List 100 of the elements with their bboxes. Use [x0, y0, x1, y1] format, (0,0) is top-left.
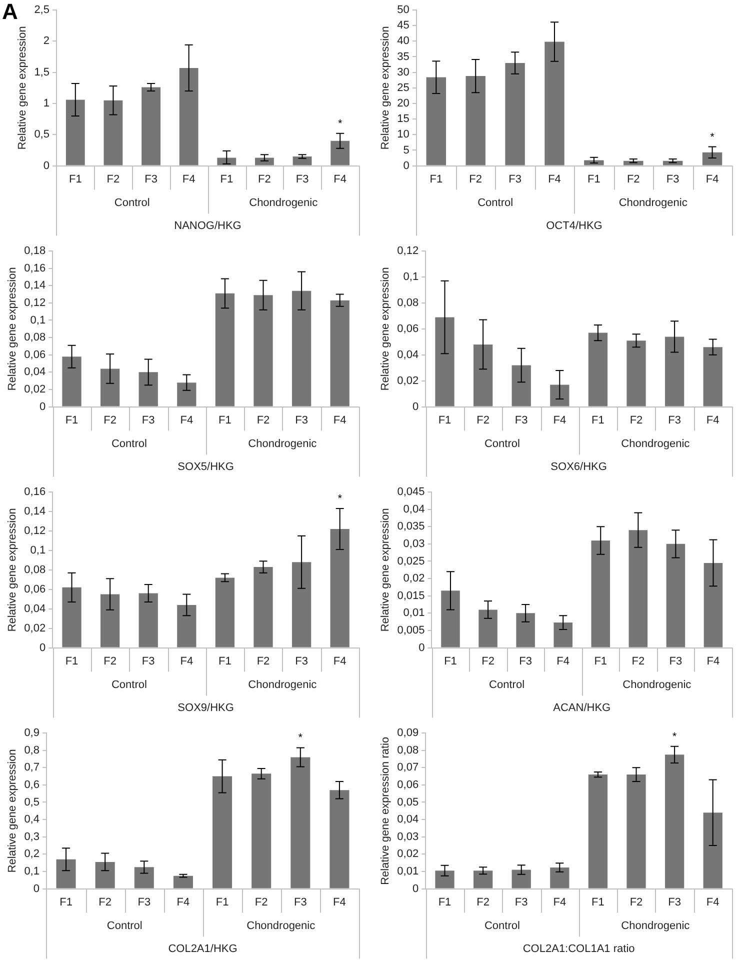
x-axis-title: SOX6/HKG [550, 460, 607, 473]
x-tick-label: F2 [256, 414, 270, 426]
text: Control [114, 196, 150, 209]
y-axis-title: Relative gene expression [380, 508, 392, 632]
bar [626, 340, 646, 406]
x-tick-label: F3 [294, 896, 307, 908]
y-tick-label: 30 [397, 66, 410, 78]
bar [138, 372, 158, 406]
y-tick-label: 2 [43, 35, 50, 48]
bar [550, 384, 570, 406]
x-tick-label: F2 [630, 896, 643, 908]
x-tick-label: F2 [104, 414, 116, 426]
y-tick-label: 25 [397, 82, 410, 94]
bar [435, 870, 454, 888]
y-tick-label: 0,06 [24, 348, 46, 361]
data-label: * [338, 118, 343, 130]
bar [426, 77, 446, 166]
data-label: * [298, 732, 304, 744]
y-tick-label: 1,5 [34, 66, 50, 78]
x-tick-label: F3 [514, 896, 528, 908]
bar [466, 76, 486, 166]
bar [173, 876, 193, 888]
bar [255, 158, 274, 166]
bar [704, 562, 723, 648]
x-tick-label: F2 [106, 173, 120, 186]
x-tick-label: F4 [706, 414, 720, 426]
y-tick-label: 0,005 [397, 624, 425, 637]
y-tick-label: 2,5 [34, 4, 50, 16]
x-tick-label: F4 [556, 655, 570, 668]
x-tick-label: F4 [334, 173, 347, 186]
bar [626, 774, 646, 888]
x-tick-label: F3 [666, 173, 680, 186]
y-tick-label: 0,14 [24, 280, 46, 292]
y-tick-label: 20 [397, 98, 410, 110]
x-tick-label: F4 [182, 173, 196, 186]
bar [100, 594, 120, 648]
bar [330, 300, 350, 406]
bar [215, 293, 235, 406]
x-tick-label: F1 [588, 173, 600, 186]
y-tick-label: 40 [397, 35, 410, 48]
bar [591, 540, 610, 648]
y-axis-title: Relative gene expression [380, 26, 392, 150]
x-tick-label: F4 [706, 173, 719, 186]
y-tick-label: 0,08 [397, 744, 419, 756]
bar [217, 158, 236, 166]
y-tick-label: 0,1 [24, 866, 40, 878]
y-tick-label: 0,02 [24, 384, 46, 396]
text: Control [489, 678, 525, 691]
bar [252, 774, 272, 888]
y-tick-label: 0,035 [397, 520, 425, 533]
x-tick-label: F3 [142, 655, 155, 668]
x-tick-label: F4 [333, 655, 346, 668]
bar [330, 790, 350, 888]
x-tick-label: F3 [668, 414, 681, 426]
x-tick-label: F2 [104, 655, 116, 668]
bar [516, 613, 535, 648]
y-tick-label: 0,04 [24, 602, 46, 615]
x-tick-label: F2 [482, 655, 494, 668]
text: Chondrogenic [621, 438, 690, 450]
text: Chondrogenic [248, 438, 318, 450]
bar [330, 140, 350, 166]
bar [584, 160, 604, 166]
y-tick-label: 0,08 [24, 332, 46, 344]
y-tick-label: 0 [412, 882, 419, 895]
x-tick-label: F2 [630, 414, 643, 426]
y-tick-label: 0,04 [403, 503, 425, 516]
text: A [2, 0, 18, 24]
y-tick-label: 0,08 [397, 296, 419, 309]
bar [703, 347, 722, 406]
y-tick-label: 1 [43, 98, 50, 110]
y-tick-label: 0,025 [397, 555, 425, 568]
y-axis-title: Relative gene expression ratio [380, 736, 392, 885]
y-tick-label: 0,16 [24, 262, 46, 274]
x-tick-label: F3 [142, 414, 155, 426]
y-tick-label: 0,18 [24, 245, 46, 258]
x-tick-label: F1 [220, 173, 234, 186]
x-tick-label: F1 [594, 655, 608, 668]
bar [215, 578, 235, 648]
y-tick-label: 0,14 [24, 506, 46, 518]
y-tick-label: 50 [397, 4, 410, 16]
x-tick-label: F3 [668, 896, 681, 908]
bar [664, 754, 684, 888]
y-axis-title: Relative gene expression [380, 267, 392, 391]
x-axis-title: NANOG/HKG [174, 220, 242, 232]
y-tick-label: 0 [39, 400, 46, 413]
bar [330, 529, 350, 648]
x-axis-title: OCT4/HKG [546, 220, 602, 232]
x-tick-label: F4 [553, 414, 566, 426]
text: Control [484, 920, 520, 932]
y-tick-label: 0,02 [397, 848, 419, 860]
x-tick-label: F3 [514, 414, 528, 426]
x-tick-label: F4 [333, 896, 346, 908]
y-tick-label: 0,8 [24, 744, 40, 756]
y-tick-label: 0,06 [397, 322, 419, 335]
y-tick-label: 0,5 [24, 796, 40, 808]
y-tick-label: 0,04 [397, 348, 419, 361]
text: Control [111, 438, 147, 450]
y-tick-label: 5 [403, 144, 410, 156]
x-tick-label: F4 [176, 896, 190, 908]
bar [95, 862, 115, 888]
